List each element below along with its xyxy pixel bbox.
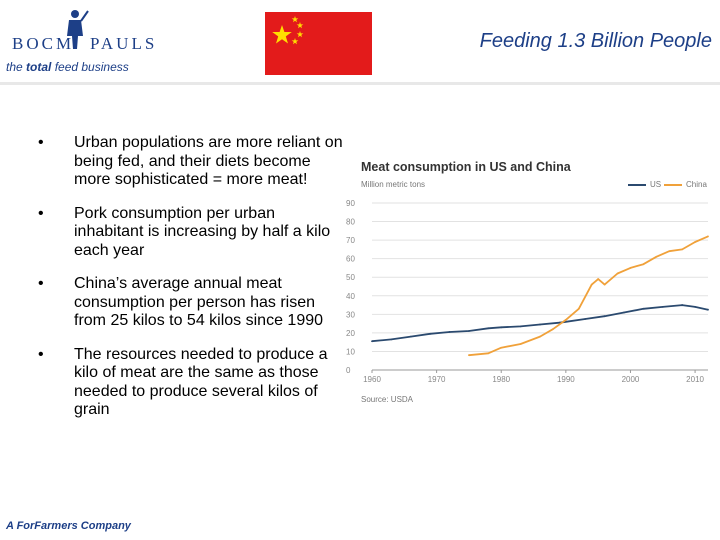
data-point-china [629,267,632,269]
data-point-china [694,241,696,243]
data-point-china [603,283,606,286]
data-point-china [500,346,503,349]
data-point-us [519,325,522,328]
data-point-china [655,255,658,258]
data-point-china [577,307,580,310]
data-point-china [707,235,709,238]
x-tick-label: 2000 [622,375,640,384]
data-point-china [597,278,600,280]
data-point-china [616,272,619,275]
y-tick-label: 80 [346,218,355,227]
page-title: Feeding 1.3 Billion People [479,30,712,52]
data-point-china [519,343,522,345]
data-point-us [694,306,696,308]
data-point-us [623,311,625,314]
data-point-china [681,248,684,251]
data-point-us [707,308,709,311]
legend-swatch-china [664,183,682,186]
legend-label-china: China [686,180,707,189]
data-point-china [539,335,541,338]
y-tick-label: 40 [346,292,355,301]
y-tick-label: 50 [346,273,355,282]
bullet-item: • The resources needed to produce a kilo … [38,346,348,420]
y-tick-label: 20 [346,329,355,338]
data-point-china [668,250,671,253]
data-point-us [409,335,412,338]
y-tick-label: 60 [346,255,355,264]
data-point-us [603,315,606,318]
bullet-marker: • [38,345,44,363]
data-point-us [448,331,451,333]
bullet-item: • Urban populations are more reliant on b… [38,134,348,190]
farmer-icon [67,10,89,49]
bullet-marker: • [38,134,44,151]
bullet-marker: • [38,204,44,222]
data-point-us [371,340,373,343]
legend-us: US [628,180,661,189]
chart-source: Source: USDA [361,395,414,404]
data-point-us [500,326,503,329]
data-point-us [468,330,470,332]
chart-title: Meat consumption in US and China [361,160,571,174]
bullet-text: China’s average annual meat consumption … [74,275,324,329]
tagline: the total feed business [6,60,129,74]
bocm-pauls-logo: BOCM PAULS [6,8,154,80]
data-point-us [564,320,567,323]
data-point-us [390,338,393,341]
data-point-us [584,318,587,320]
data-point-us [661,306,664,308]
bullet-list: • Urban populations are more reliant on b… [38,134,348,435]
data-point-china [590,283,593,286]
data-point-china [642,263,645,266]
x-tick-label: 1960 [363,375,381,384]
x-tick-label: 2010 [686,375,704,384]
data-point-china [552,328,554,331]
y-tick-label: 0 [346,366,351,375]
y-tick-label: 10 [346,347,355,356]
y-tick-label: 70 [346,236,355,245]
bullet-text: Urban populations are more reliant on be… [74,134,343,188]
data-point-us [429,332,432,335]
header-divider [0,82,720,85]
y-tick-label: 30 [346,310,355,319]
bullet-item: • China’s average annual meat consumption… [38,275,348,331]
data-point-china [468,354,470,357]
bullet-text: The resources needed to produce a kilo o… [74,345,328,419]
data-point-china [564,319,567,321]
data-point-us [681,304,684,306]
flag-stars-icon [272,16,304,45]
x-tick-label: 1980 [492,375,510,384]
bullet-text: Pork consumption per urban inhabitant is… [74,204,331,259]
chart-units: Million metric tons [361,180,426,189]
y-tick-label: 90 [346,199,355,208]
data-point-us [487,327,490,330]
logo-word-right: PAULS [90,34,158,53]
data-point-china [487,352,490,355]
bullet-marker: • [38,275,44,292]
footer-brand: A ForFarmers Company [6,520,131,532]
header: BOCM PAULS the total feed business Feedi… [0,0,720,84]
bullet-item: • Pork consumption per urban inhabitant i… [38,205,348,261]
legend-swatch-us [628,183,646,186]
data-point-us [539,323,541,326]
legend-label-us: US [650,180,662,189]
data-point-us [642,307,645,310]
legend-china: China [664,180,707,189]
series-line-us [371,304,709,343]
x-tick-label: 1990 [557,375,575,384]
china-flag [265,12,372,75]
logo-word-left: BOCM [12,34,75,53]
meat-consumption-chart: 0 10 20 30 40 50 60 70 80 90 1960 1970 1980 1990 2000 2… [346,199,709,384]
x-tick-label: 1970 [428,375,446,384]
